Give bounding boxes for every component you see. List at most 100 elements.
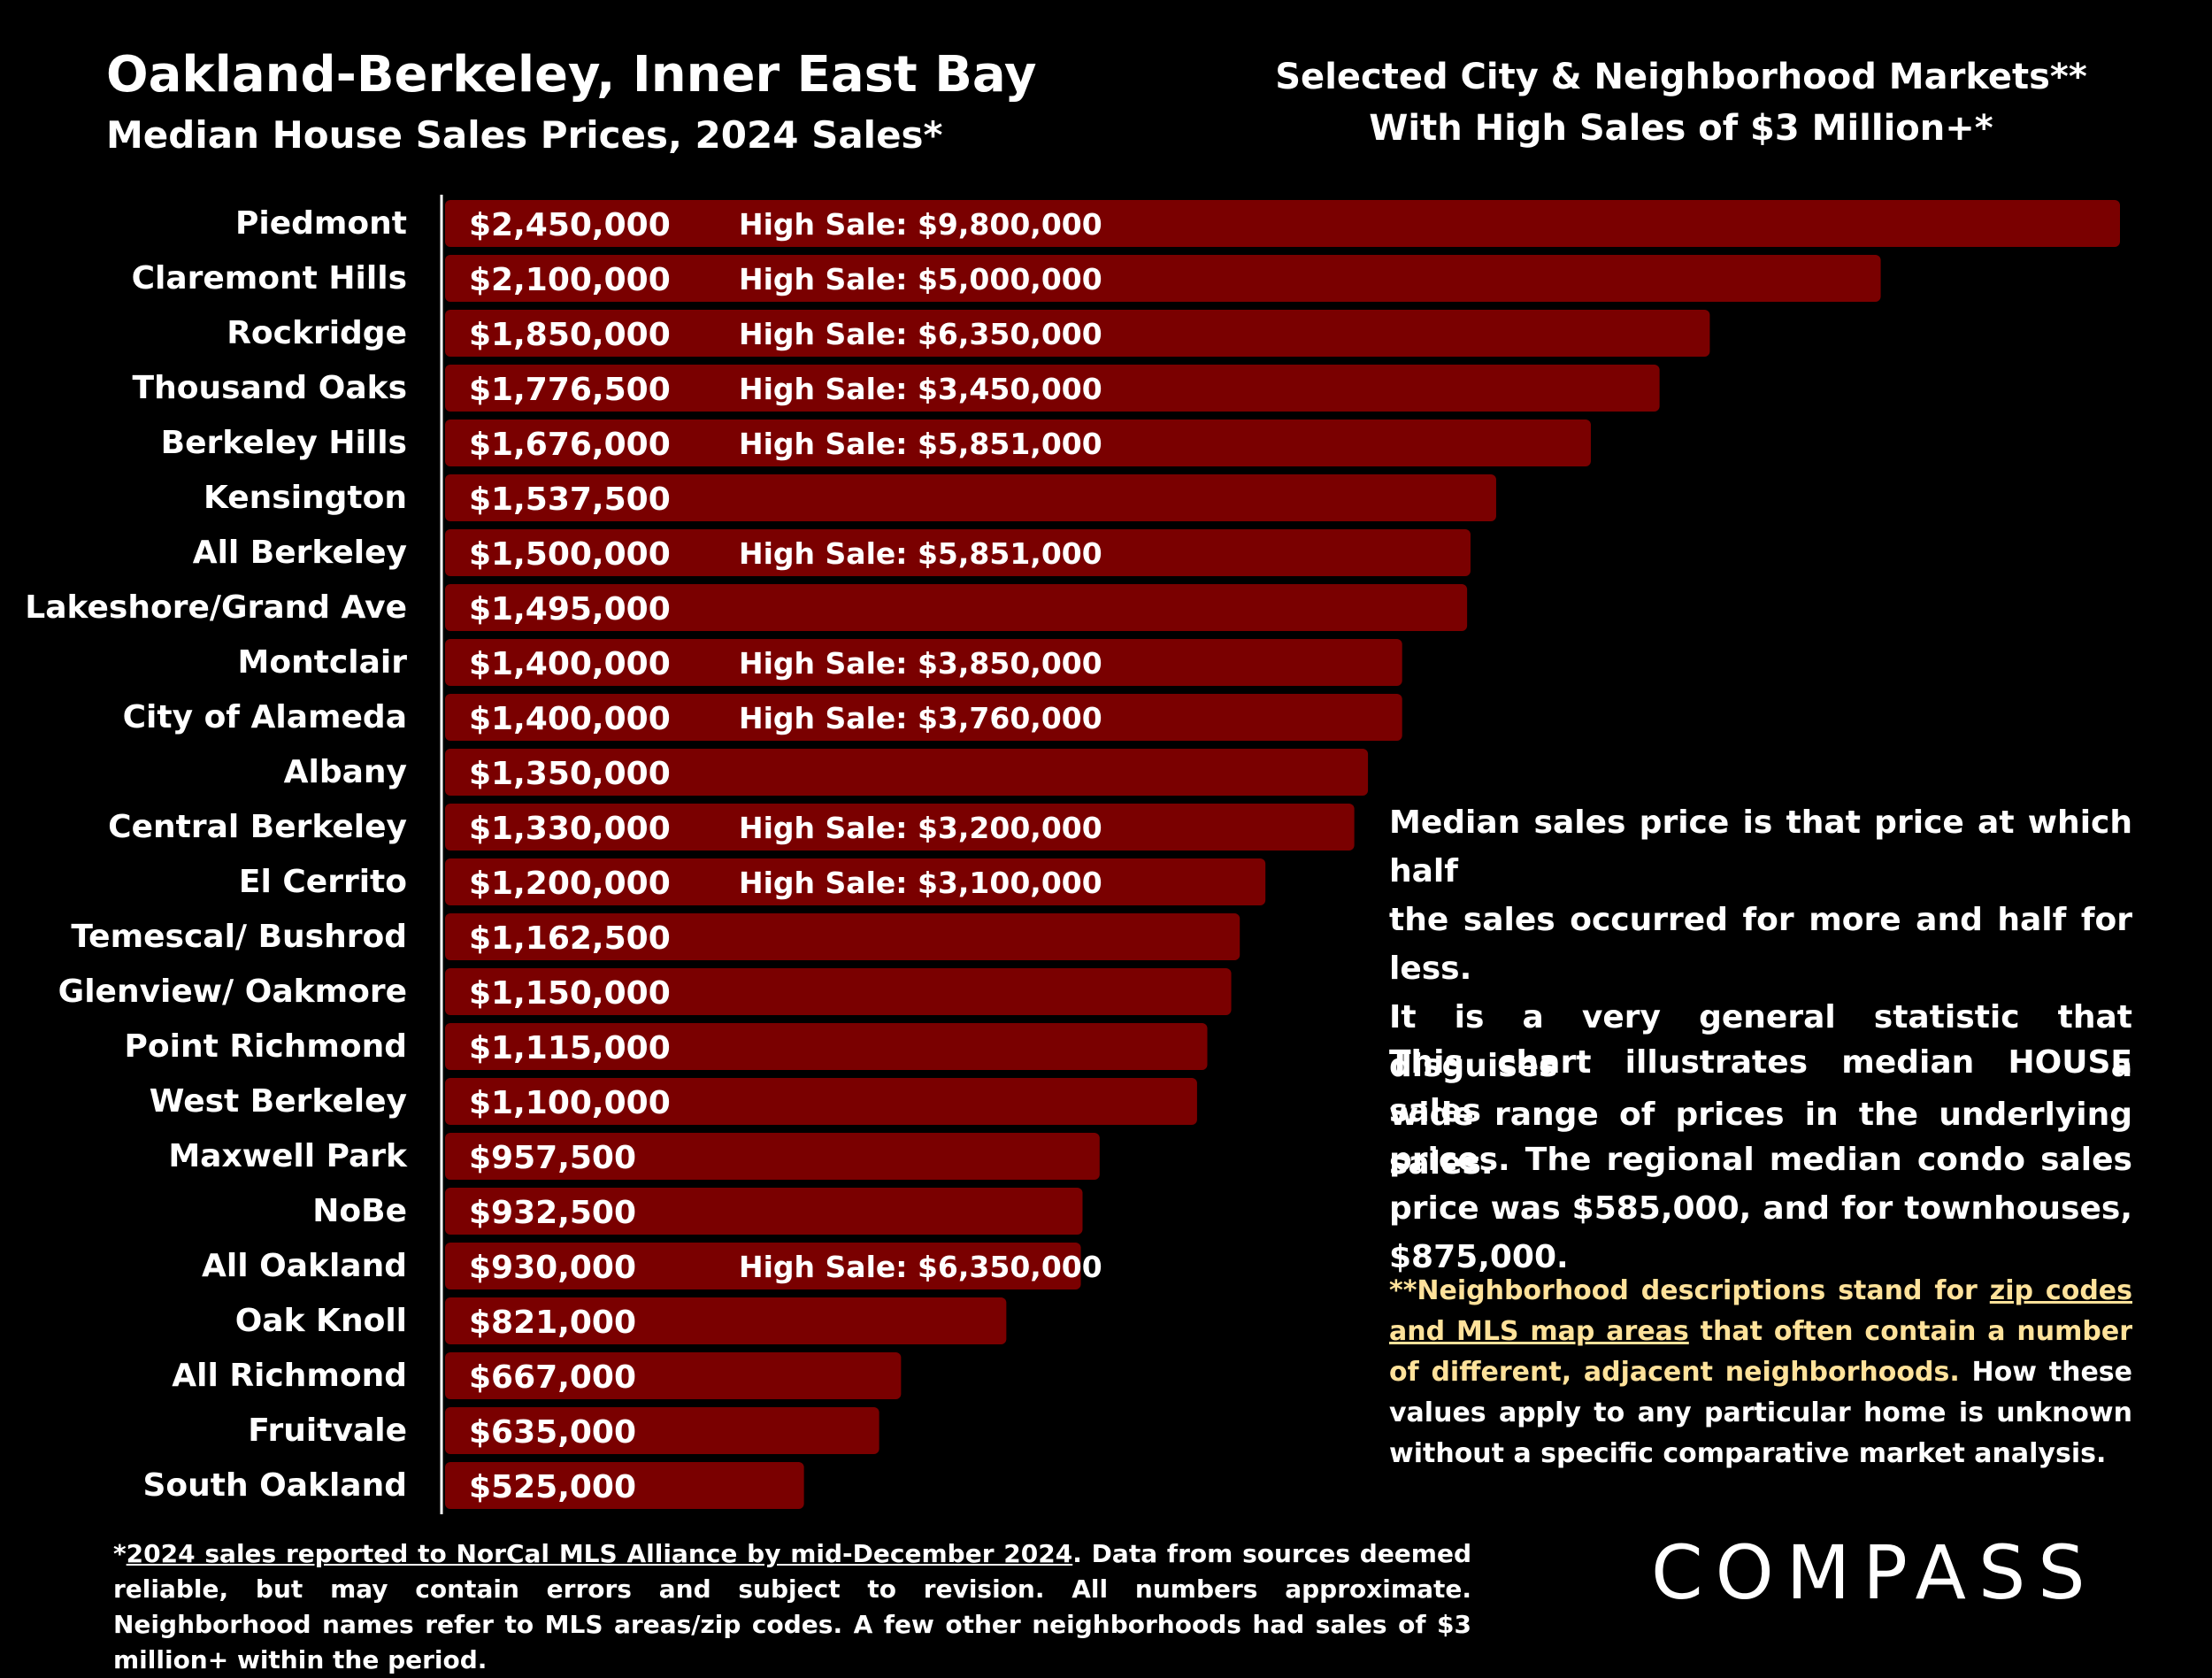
category-label: Claremont Hills <box>132 260 407 296</box>
headline-line-2: With High Sales of $3 Million+* <box>1369 108 1993 149</box>
bar <box>445 1352 902 1399</box>
value-label: $667,000 <box>469 1359 636 1396</box>
bar <box>445 968 1232 1015</box>
explain-line: price was $585,000, and for townhouses, <box>1389 1190 2132 1227</box>
high-sale-label: High Sale: $3,200,000 <box>739 811 1102 845</box>
category-label: All Oakland <box>202 1248 407 1284</box>
bar <box>445 858 1266 905</box>
category-label: NoBe <box>312 1193 407 1229</box>
bar <box>445 694 1402 741</box>
value-label: $2,100,000 <box>469 262 671 298</box>
category-label: Rockridge <box>227 315 407 351</box>
headline-right: Selected City & Neighborhood Markets** W… <box>1212 51 2150 154</box>
high-sale-label: High Sale: $5,851,000 <box>739 536 1102 571</box>
explain-line: Median sales price is that price at whic… <box>1389 804 2132 889</box>
value-label: $1,676,000 <box>469 427 671 463</box>
bar <box>445 584 1468 631</box>
value-label: $1,400,000 <box>469 701 671 737</box>
explain-line: the sales occurred for more and half for… <box>1389 902 2132 987</box>
value-label: $1,162,500 <box>469 920 671 957</box>
category-label: Point Richmond <box>125 1028 408 1065</box>
bar <box>445 913 1240 960</box>
high-sale-label: High Sale: $3,760,000 <box>739 701 1102 735</box>
chart-subtitle: Median House Sales Prices, 2024 Sales* <box>106 113 943 157</box>
category-label: Kensington <box>204 480 407 516</box>
high-sale-label: High Sale: $5,000,000 <box>739 262 1102 296</box>
bar-chart: Piedmont $2,450,000 High Sale: $9,800,000 C… <box>25 195 2120 1514</box>
bar <box>445 529 1471 576</box>
high-sale-label: High Sale: $6,350,000 <box>739 1250 1102 1284</box>
bar <box>445 749 1369 796</box>
headline-line-1: Selected City & Neighborhood Markets** <box>1275 57 2087 97</box>
value-label: $1,537,500 <box>469 481 671 518</box>
value-label: $635,000 <box>469 1414 636 1451</box>
footnote: *2024 sales reported to NorCal MLS Allia… <box>113 1536 1471 1678</box>
bar <box>445 1297 1007 1344</box>
bar <box>445 255 1881 302</box>
bar <box>445 1188 1083 1235</box>
note-part: How these values apply to any particular… <box>1389 1357 2133 1469</box>
category-label: Berkeley Hills <box>161 425 407 461</box>
category-label: West Berkeley <box>150 1083 407 1120</box>
category-label: Lakeshore/Grand Ave <box>25 589 407 626</box>
bar <box>445 310 1710 357</box>
note-part: that often contain a number of different… <box>1389 1316 2133 1388</box>
bar <box>445 639 1402 686</box>
explain-line: It is a very general statistic that disg… <box>1389 999 2132 1084</box>
bar <box>445 200 2120 247</box>
value-label: $525,000 <box>469 1469 636 1505</box>
category-label: El Cerrito <box>239 864 407 900</box>
value-label: $1,500,000 <box>469 536 671 573</box>
neighborhood-note: **Neighborhood descriptions stand for zi… <box>1389 1271 2132 1474</box>
value-label: $821,000 <box>469 1305 636 1341</box>
value-label: $1,100,000 <box>469 1085 671 1121</box>
footnote-link[interactable]: 2024 sales reported to NorCal MLS Allian… <box>126 1539 1073 1568</box>
footnote-part: * <box>113 1539 127 1568</box>
explain-line: This chart illustrates median HOUSE sale… <box>1389 1044 2132 1129</box>
high-sale-label: High Sale: $5,851,000 <box>739 427 1102 461</box>
value-label: $1,150,000 <box>469 975 671 1012</box>
bar <box>445 365 1660 412</box>
value-label: $1,400,000 <box>469 646 671 682</box>
explain-line: $875,000. <box>1389 1239 1569 1275</box>
note-part: **Neighborhood descriptions stand for <box>1389 1275 1990 1306</box>
explain-line: wide range of prices in the underlying s… <box>1389 1097 2132 1182</box>
bar <box>445 804 1355 851</box>
category-label: Montclair <box>238 644 408 681</box>
category-label: South Oakland <box>142 1467 407 1504</box>
median-explanation: Median sales price is that price at whic… <box>1389 798 2132 1188</box>
note-link[interactable]: zip codes and MLS map areas <box>1389 1275 2132 1347</box>
value-label: $1,850,000 <box>469 317 671 353</box>
high-sale-label: High Sale: $3,450,000 <box>739 372 1102 406</box>
value-label: $957,500 <box>469 1140 636 1176</box>
category-label: City of Alameda <box>123 699 407 735</box>
bar <box>445 474 1496 521</box>
value-label: $2,450,000 <box>469 207 671 243</box>
high-sale-label: High Sale: $3,850,000 <box>739 646 1102 681</box>
category-label: Glenview/ Oakmore <box>58 974 407 1010</box>
value-label: $1,115,000 <box>469 1030 671 1066</box>
category-label: All Berkeley <box>193 535 407 571</box>
high-sale-label: High Sale: $3,100,000 <box>739 866 1102 900</box>
value-label: $930,000 <box>469 1250 636 1286</box>
category-label: Piedmont <box>235 205 407 242</box>
house-explanation: This chart illustrates median HOUSE sale… <box>1389 1038 2132 1282</box>
value-label: $1,776,500 <box>469 372 671 408</box>
category-label: Fruitvale <box>248 1412 407 1449</box>
compass-logo: COMPASS <box>1651 1529 2098 1616</box>
category-label: All Richmond <box>172 1358 407 1394</box>
value-label: $1,200,000 <box>469 866 671 902</box>
category-label: Oak Knoll <box>235 1303 407 1339</box>
category-label: Temescal/ Bushrod <box>71 919 407 955</box>
category-label: Maxwell Park <box>168 1138 408 1174</box>
value-label: $1,350,000 <box>469 756 671 792</box>
category-label: Central Berkeley <box>108 809 407 845</box>
bar <box>445 1243 1081 1289</box>
chart-title: Oakland-Berkeley, Inner East Bay <box>106 46 1037 104</box>
value-label: $1,495,000 <box>469 591 671 627</box>
value-label: $932,500 <box>469 1195 636 1231</box>
bar <box>445 420 1591 466</box>
bar <box>445 1407 879 1454</box>
bar <box>445 1133 1100 1180</box>
explain-line: prices. The regional median condo sales <box>1389 1142 2132 1178</box>
